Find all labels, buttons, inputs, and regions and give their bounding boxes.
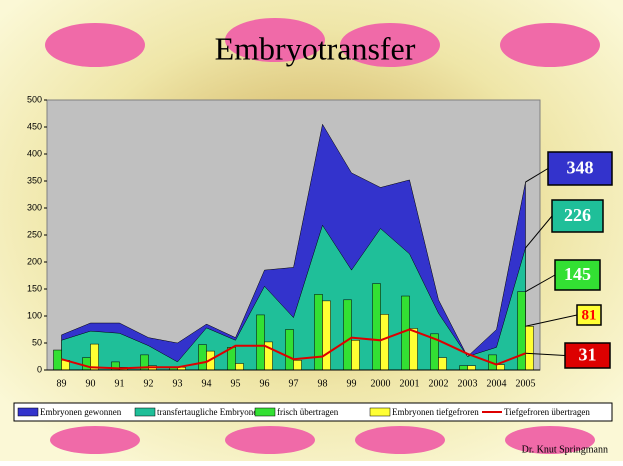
x-tick-label: 2002 — [429, 378, 449, 389]
y-tick-label: 100 — [27, 310, 42, 320]
x-tick-label: 95 — [231, 378, 241, 389]
data-label: 226 — [564, 205, 591, 225]
y-tick-label: 0 — [37, 364, 42, 374]
x-tick-label: 2004 — [487, 378, 507, 389]
bar — [257, 315, 265, 370]
x-tick-label: 2003 — [458, 378, 478, 389]
x-tick-label: 93 — [173, 378, 183, 389]
data-label: 145 — [564, 264, 591, 284]
bar — [381, 314, 389, 370]
x-tick-label: 2001 — [400, 378, 420, 389]
bar — [352, 340, 360, 370]
y-tick-label: 450 — [27, 121, 42, 131]
bar — [83, 358, 91, 370]
legend-label: Embryonen gewonnen — [40, 407, 122, 417]
legend-swatch — [370, 408, 390, 416]
bar — [373, 284, 381, 370]
bar — [410, 328, 418, 370]
legend-label: frisch übertragen — [277, 407, 339, 417]
y-tick-label: 250 — [27, 229, 42, 239]
y-tick-label: 400 — [27, 148, 42, 158]
bar — [526, 326, 534, 370]
legend-swatch — [135, 408, 155, 416]
footer: Dr. Knut Springmann — [522, 444, 608, 455]
bar — [91, 344, 99, 370]
data-label: 348 — [567, 158, 594, 178]
bar — [286, 330, 294, 371]
bar — [460, 366, 468, 370]
bar — [236, 364, 244, 370]
x-tick-label: 91 — [115, 378, 125, 389]
x-tick-label: 96 — [260, 378, 270, 389]
bar — [294, 360, 302, 370]
legend-label: Embryonen tiefgefroren — [392, 407, 479, 417]
x-tick-label: 2000 — [371, 378, 391, 389]
x-tick-label: 97 — [289, 378, 299, 389]
x-tick-label: 99 — [347, 378, 357, 389]
y-tick-label: 500 — [27, 94, 42, 104]
chart: Embryotransfer Dr. Knut Springmann 0 50 10… — [0, 0, 623, 461]
x-tick-label: 92 — [144, 378, 154, 389]
y-tick-label: 150 — [27, 283, 42, 293]
x-tick-label: 98 — [318, 378, 328, 389]
bar — [497, 365, 505, 370]
y-tick-label: 50 — [32, 337, 42, 347]
y-tick-label: 350 — [27, 175, 42, 185]
legend-swatch — [18, 408, 38, 416]
data-label: 31 — [579, 345, 597, 365]
x-tick-label: 90 — [86, 378, 96, 389]
bar — [228, 347, 236, 370]
x-tick-label: 94 — [202, 378, 212, 389]
data-label: 81 — [582, 307, 597, 323]
y-tick-label: 300 — [27, 202, 42, 212]
bar — [315, 294, 323, 370]
legend-label: transfertaugliche Embryonen — [157, 407, 262, 417]
bar — [344, 300, 352, 370]
chart-title: Embryotransfer — [215, 30, 416, 66]
legend-swatch — [255, 408, 275, 416]
bar — [323, 301, 331, 370]
bar — [468, 366, 476, 370]
legend-label: Tiefgefroren übertragen — [504, 407, 590, 417]
bar — [54, 350, 62, 370]
x-tick-label: 2005 — [516, 378, 536, 389]
bar — [199, 345, 207, 370]
bar — [439, 358, 447, 370]
bar — [518, 292, 526, 370]
y-tick-label: 200 — [27, 256, 42, 266]
x-tick-label: 89 — [57, 378, 67, 389]
